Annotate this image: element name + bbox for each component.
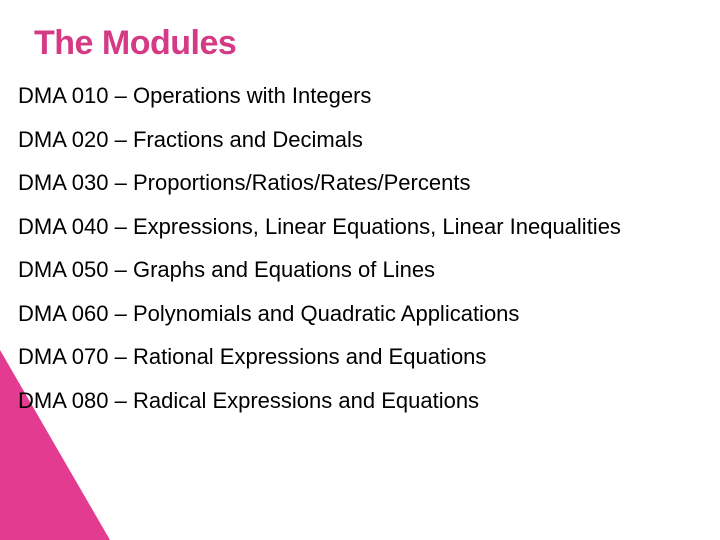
module-separator: – <box>109 387 133 415</box>
module-desc: Operations with Integers <box>133 82 700 110</box>
module-row: DMA 040 – Expressions, Linear Equations,… <box>18 213 700 241</box>
slide: The Modules DMA 010 – Operations with In… <box>0 0 720 540</box>
module-row: DMA 050 – Graphs and Equations of Lines <box>18 256 700 284</box>
module-row: DMA 080 – Radical Expressions and Equati… <box>18 387 700 415</box>
module-separator: – <box>109 126 133 154</box>
module-code: DMA 010 <box>18 82 109 110</box>
module-desc: Proportions/Ratios/Rates/Percents <box>133 169 700 197</box>
module-desc: Radical Expressions and Equations <box>133 387 700 415</box>
module-desc: Polynomials and Quadratic Applications <box>133 300 700 328</box>
module-row: DMA 070 – Rational Expressions and Equat… <box>18 343 700 371</box>
module-separator: – <box>109 300 133 328</box>
module-separator: – <box>109 169 133 197</box>
module-separator: – <box>109 343 133 371</box>
module-code: DMA 050 <box>18 256 109 284</box>
module-code: DMA 080 <box>18 387 109 415</box>
module-code: DMA 060 <box>18 300 109 328</box>
module-desc: Rational Expressions and Equations <box>133 343 700 371</box>
module-code: DMA 030 <box>18 169 109 197</box>
module-row: DMA 020 – Fractions and Decimals <box>18 126 700 154</box>
module-desc: Graphs and Equations of Lines <box>133 256 700 284</box>
module-separator: – <box>109 82 133 110</box>
module-code: DMA 070 <box>18 343 109 371</box>
module-desc: Expressions, Linear Equations, Linear In… <box>133 213 700 241</box>
module-row: DMA 030 – Proportions/Ratios/Rates/Perce… <box>18 169 700 197</box>
module-row: DMA 060 – Polynomials and Quadratic Appl… <box>18 300 700 328</box>
module-separator: – <box>109 256 133 284</box>
module-code: DMA 020 <box>18 126 109 154</box>
module-row: DMA 010 – Operations with Integers <box>18 82 700 110</box>
module-code: DMA 040 <box>18 213 109 241</box>
slide-title: The Modules <box>34 24 236 63</box>
module-list: DMA 010 – Operations with Integers DMA 0… <box>18 82 700 430</box>
module-separator: – <box>109 213 133 241</box>
module-desc: Fractions and Decimals <box>133 126 700 154</box>
